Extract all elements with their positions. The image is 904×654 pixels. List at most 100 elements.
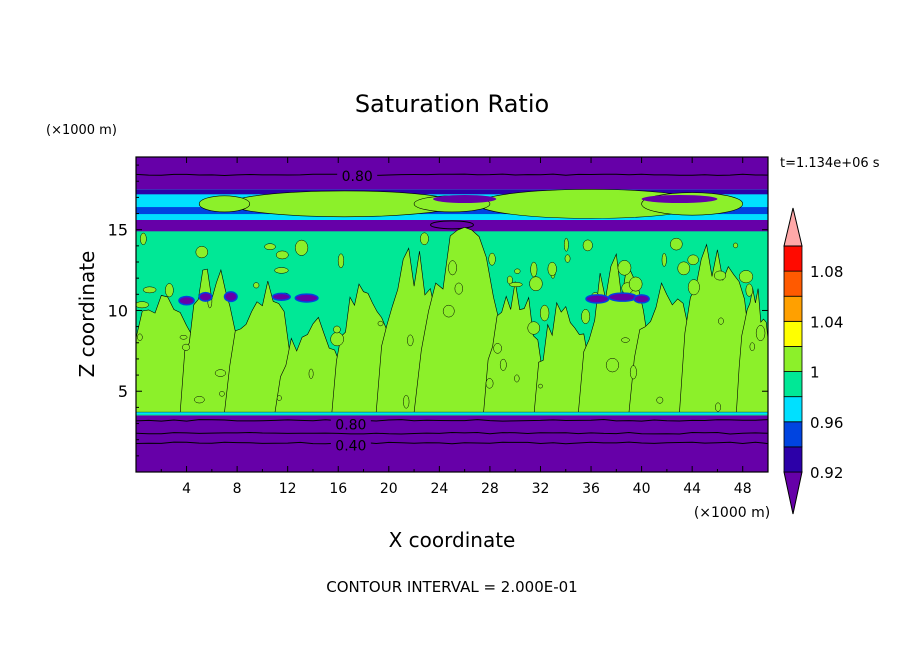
cell-region [530, 261, 538, 278]
x-tick-label: 44 [683, 481, 701, 497]
contour-label: 0.80 [335, 418, 366, 434]
x-tick-label: 20 [380, 481, 398, 497]
cell-region [219, 391, 225, 397]
x-tick-label: 16 [329, 481, 347, 497]
colorbar-segment [783, 421, 803, 448]
cell-region [195, 246, 209, 259]
cell-region [539, 304, 550, 322]
time-label: t=1.134e+06 s [780, 156, 880, 171]
cell-region [165, 283, 174, 298]
cell-region [687, 279, 700, 296]
dry-patch [223, 291, 238, 303]
dry-patch [585, 294, 610, 304]
cell-region [214, 369, 227, 377]
colorbar-segment [783, 295, 803, 322]
cell-region [407, 334, 414, 347]
x-unit-label: (×1000 m) [694, 505, 770, 521]
cell-region [755, 325, 766, 342]
cell-region [499, 358, 507, 371]
dry-patch [271, 292, 291, 301]
cell-region [377, 320, 384, 327]
x-tick-label: 40 [633, 481, 651, 497]
dry-patch [294, 293, 319, 303]
x-tick-label: 4 [182, 481, 191, 497]
colorbar-tick-label: 0.96 [810, 414, 843, 432]
y-unit-label: (×1000 m) [46, 123, 117, 138]
colorbar-segment [783, 396, 803, 423]
cell-region [564, 254, 571, 263]
x-tick-label: 36 [582, 481, 600, 497]
cell-region [276, 395, 282, 401]
cell-region [448, 260, 457, 276]
colorbar-segment [783, 346, 803, 372]
cell-region [563, 237, 569, 252]
cell-region [253, 282, 260, 289]
dry-patch [633, 294, 650, 304]
contour-label-bg [330, 415, 371, 431]
cell-region [337, 253, 345, 269]
cell-region [182, 343, 190, 351]
cell-region [488, 252, 496, 266]
x-tick-label: 8 [233, 481, 242, 497]
dry-patch [198, 291, 213, 302]
cell-region [656, 396, 664, 404]
cell-region [733, 242, 739, 249]
contour-region [433, 195, 497, 203]
dry-patch [178, 295, 195, 306]
cell-region [617, 260, 632, 276]
x-axis: 4 8 12 16 20 24 28 32 36 40 44 48 [160, 157, 752, 497]
cell-region [420, 232, 429, 246]
y-tick-label: 15 [108, 221, 128, 240]
cell-region [527, 321, 541, 335]
x-tick-label: 12 [279, 481, 297, 497]
x-axis-label: X coordinate [389, 528, 516, 552]
contour-label-bg [337, 166, 378, 182]
cell-region [275, 250, 289, 260]
x-tick-label: 28 [481, 481, 499, 497]
colorbar-upper-extend [783, 207, 803, 247]
cell-region [537, 383, 543, 389]
cell-region [582, 239, 593, 252]
cell-region [687, 254, 699, 266]
cell-region [179, 334, 188, 340]
colorbar-tick-label: 1.08 [810, 263, 843, 281]
x-tick-label: 24 [430, 481, 448, 497]
x-tick-label: 32 [532, 481, 550, 497]
x-tick-label: 48 [734, 481, 752, 497]
cell-region [514, 268, 521, 274]
colorbar-lower-extend [783, 471, 803, 515]
cell-region [509, 282, 523, 288]
cell-region [264, 243, 276, 251]
layer-band [136, 157, 768, 190]
cell-region [749, 342, 755, 352]
cell-region [274, 267, 289, 274]
colorbar-tick-label: 1 [810, 364, 820, 382]
cell-region [628, 276, 643, 292]
cell-region [485, 378, 494, 389]
contour-label: 0.80 [342, 169, 373, 185]
cell-region [194, 396, 205, 404]
contour-region [198, 195, 251, 213]
colorbar-tick-label: 0.92 [810, 464, 843, 482]
cell-region [136, 301, 149, 309]
cell-region [442, 304, 455, 318]
contour-line [136, 173, 768, 177]
plot-area: 0.80 0.80 0.40 [136, 157, 768, 472]
cell-region [581, 309, 591, 324]
colorbar-segment [783, 371, 803, 398]
chart-title: Saturation Ratio [355, 90, 549, 118]
cell-region [333, 325, 341, 334]
plot-frame [135, 156, 769, 473]
cell-region [670, 237, 683, 251]
cell-region [140, 232, 147, 246]
y-tick-label: 10 [108, 301, 128, 320]
contour-region [641, 195, 718, 203]
cell-region [514, 374, 520, 383]
plume-region [483, 281, 548, 413]
dry-gap-band [136, 220, 768, 232]
contour-region [430, 220, 474, 230]
colorbar-tick-label: 1.04 [810, 313, 843, 331]
cell-region [506, 275, 513, 285]
cell-region [677, 261, 691, 276]
cell-region [621, 337, 630, 343]
